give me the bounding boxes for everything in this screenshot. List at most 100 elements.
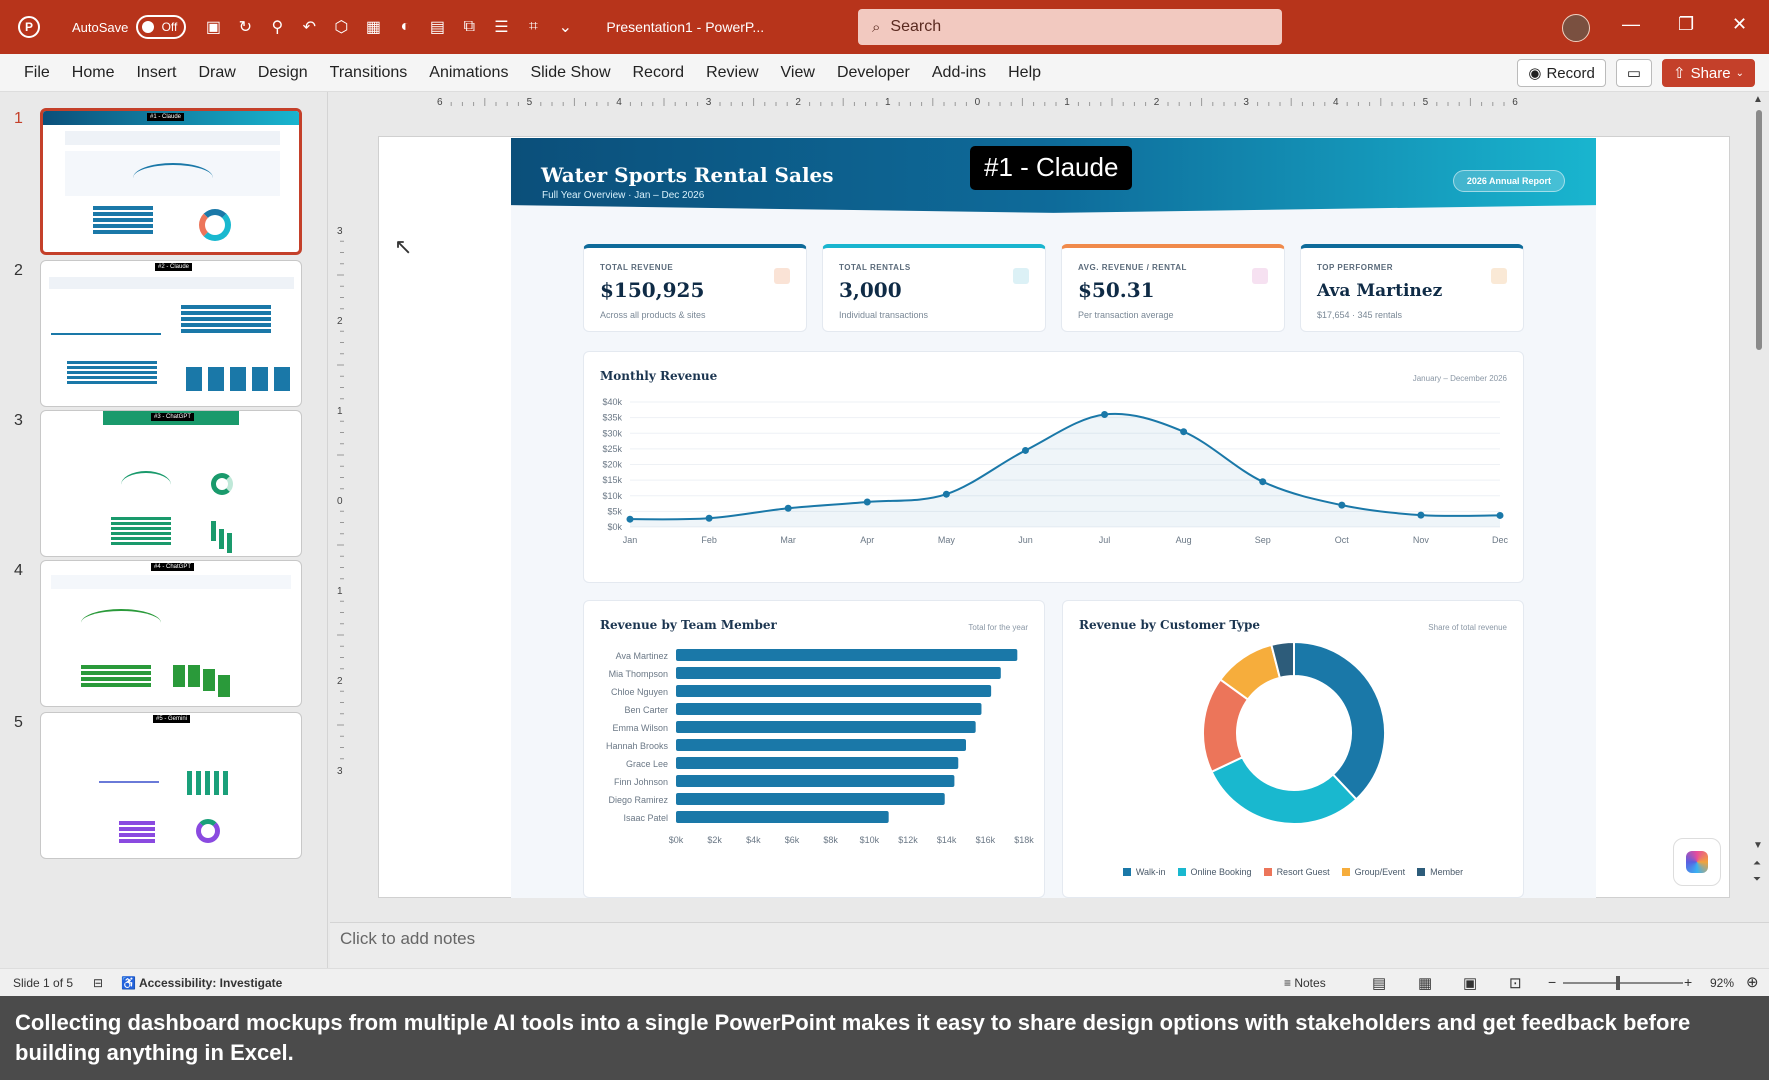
vertical-scrollbar[interactable]: ▲ ▼ ⏶ ⏷ [1752, 94, 1764, 898]
chevron-down-icon: ⌄ [1735, 67, 1744, 79]
y-tick-label: $35k [602, 413, 622, 423]
slide-thumbnail-3[interactable]: #3 - ChatGPT [40, 410, 302, 557]
slide-thumbnail-4[interactable]: #4 - ChatGPT [40, 560, 302, 707]
slide-thumbnail-1[interactable]: #1 - Claude [40, 108, 302, 255]
x-tick-label: $2k [707, 835, 722, 845]
monthly-revenue-card: Monthly Revenue January – December 2026 … [583, 351, 1524, 583]
ruler-label: 1 [337, 406, 343, 417]
zoom-slider[interactable] [1563, 982, 1683, 984]
minimize-icon[interactable]: — [1622, 14, 1640, 34]
scroll-down-icon[interactable]: ▼ [1753, 840, 1763, 851]
tab-slide-show[interactable]: Slide Show [530, 63, 611, 81]
shapes-icon[interactable]: ◐ [400, 18, 411, 35]
legend-swatch [1177, 868, 1186, 876]
autosave-toggle[interactable]: Off [136, 15, 187, 39]
slide-thumbnail-5[interactable]: #5 - Gemini [40, 712, 302, 859]
tab-design[interactable]: Design [257, 63, 308, 81]
bar [676, 757, 959, 769]
zoom-in-icon[interactable]: + [1684, 974, 1693, 990]
tab-animations[interactable]: Animations [429, 63, 509, 81]
zoom-slider-thumb[interactable] [1616, 976, 1620, 990]
table-icon[interactable]: ▦ [365, 19, 381, 36]
restore-icon[interactable]: ❐ [1678, 14, 1695, 34]
redo-icon[interactable]: ↻ [238, 19, 253, 36]
next-slide-icon[interactable]: ⏷ [1753, 874, 1761, 885]
team-revenue-card: Revenue by Team Member Total for the yea… [583, 600, 1045, 898]
avatar[interactable] [1562, 14, 1590, 42]
data-point [1259, 478, 1267, 486]
accessibility-status[interactable]: ♿ Accessibility: Investigate [121, 976, 282, 990]
previous-slide-icon[interactable]: ⏶ [1753, 858, 1761, 869]
accessibility-icon: ♿ [121, 975, 139, 990]
close-icon[interactable]: ✕ [1732, 14, 1748, 34]
kpi-label: AVG. REVENUE / RENTAL [1078, 263, 1187, 272]
slide-thumbnail-2[interactable]: #2 - Claude [40, 260, 302, 407]
customize-icon[interactable]: ⌄ [558, 19, 573, 36]
scrollbar-thumb[interactable] [1756, 110, 1762, 350]
shape-icon[interactable]: ⬡ [334, 19, 349, 36]
ruler-label: 2 [795, 97, 801, 108]
tab-add-ins[interactable]: Add-ins [931, 63, 987, 81]
notes-placeholder: Click to add notes [340, 929, 476, 948]
tab-transitions[interactable]: Transitions [329, 63, 408, 81]
align-icon[interactable]: ☰ [494, 19, 509, 36]
reading-view-icon[interactable]: ▣ [1463, 975, 1478, 992]
data-point [1101, 411, 1109, 418]
copilot-button[interactable] [1673, 838, 1721, 886]
notes-pane[interactable]: Click to add notes [330, 922, 1769, 968]
format-painter-icon[interactable]: ⚲ [271, 19, 284, 36]
x-tick-label: May [938, 535, 956, 545]
fit-to-window-icon[interactable]: ⊕ [1746, 974, 1759, 991]
x-tick-label: Sep [1255, 535, 1271, 545]
scroll-up-icon[interactable]: ▲ [1753, 94, 1763, 105]
tab-developer[interactable]: Developer [836, 63, 910, 81]
bar [676, 721, 976, 733]
tab-help[interactable]: Help [1008, 63, 1042, 81]
tab-draw[interactable]: Draw [198, 63, 236, 81]
kpi-subtext: Per transaction average [1078, 310, 1174, 320]
spell-check-icon[interactable]: ⊟ [93, 975, 104, 990]
slide-content[interactable]: Water Sports Rental Sales Full Year Over… [511, 138, 1596, 898]
dashboard-title: Water Sports Rental Sales [541, 163, 834, 187]
zoom-level[interactable]: 92% [1710, 976, 1735, 990]
share-button[interactable]: ⇧ Share ⌄ [1662, 59, 1755, 87]
record-button[interactable]: ◉ Record [1517, 59, 1606, 87]
comment-icon: ▭ [1626, 65, 1641, 82]
search-input[interactable]: ⌕ Search [858, 9, 1282, 45]
tab-record[interactable]: Record [632, 63, 685, 81]
tab-insert[interactable]: Insert [136, 63, 177, 81]
legend-swatch [1341, 868, 1350, 876]
notes-button[interactable]: ≡ Notes [1284, 976, 1326, 990]
data-point [784, 504, 792, 512]
slide-counter: Slide 1 of 5 [13, 975, 74, 990]
slideshow-icon[interactable]: ⊡ [1509, 975, 1522, 992]
tab-review[interactable]: Review [706, 63, 759, 81]
normal-view-icon[interactable]: ▤ [1372, 975, 1387, 992]
comments-button[interactable]: ▭ [1615, 59, 1652, 87]
undo-icon[interactable]: ↶ [302, 19, 317, 36]
autosave-state: Off [161, 20, 178, 34]
tab-file[interactable]: File [24, 63, 50, 81]
tab-home[interactable]: Home [71, 63, 115, 81]
kpi-label: TOTAL REVENUE [600, 263, 674, 272]
thumbnail-number: 1 [14, 110, 23, 127]
bar [676, 775, 955, 787]
tab-view[interactable]: View [780, 63, 815, 81]
legend-swatch [1122, 868, 1131, 876]
crop-icon[interactable]: ⌗ [528, 18, 538, 35]
zoom-out-icon[interactable]: − [1548, 974, 1557, 990]
vertical-ruler: 3 2 1 0 1 2 3 [337, 226, 344, 777]
x-tick-label: $4k [746, 835, 761, 845]
save-icon[interactable]: ▣ [205, 19, 221, 36]
x-tick-label: $10k [860, 835, 880, 845]
ruler-label: 3 [337, 226, 343, 237]
kpi-card-top-performer: TOP PERFORMER Ava Martinez $17,654 · 345… [1300, 244, 1524, 332]
legend-label: Group/Event [1354, 867, 1406, 877]
card-note: Total for the year [968, 623, 1028, 632]
arrange-icon[interactable]: ⧉ [463, 18, 476, 35]
legend-item: Walk-in [1122, 867, 1166, 877]
layout-icon[interactable]: ▤ [429, 19, 445, 36]
autosave-label: AutoSave [72, 19, 129, 35]
slide-sorter-icon[interactable]: ▦ [1418, 975, 1433, 992]
bar [676, 685, 992, 697]
